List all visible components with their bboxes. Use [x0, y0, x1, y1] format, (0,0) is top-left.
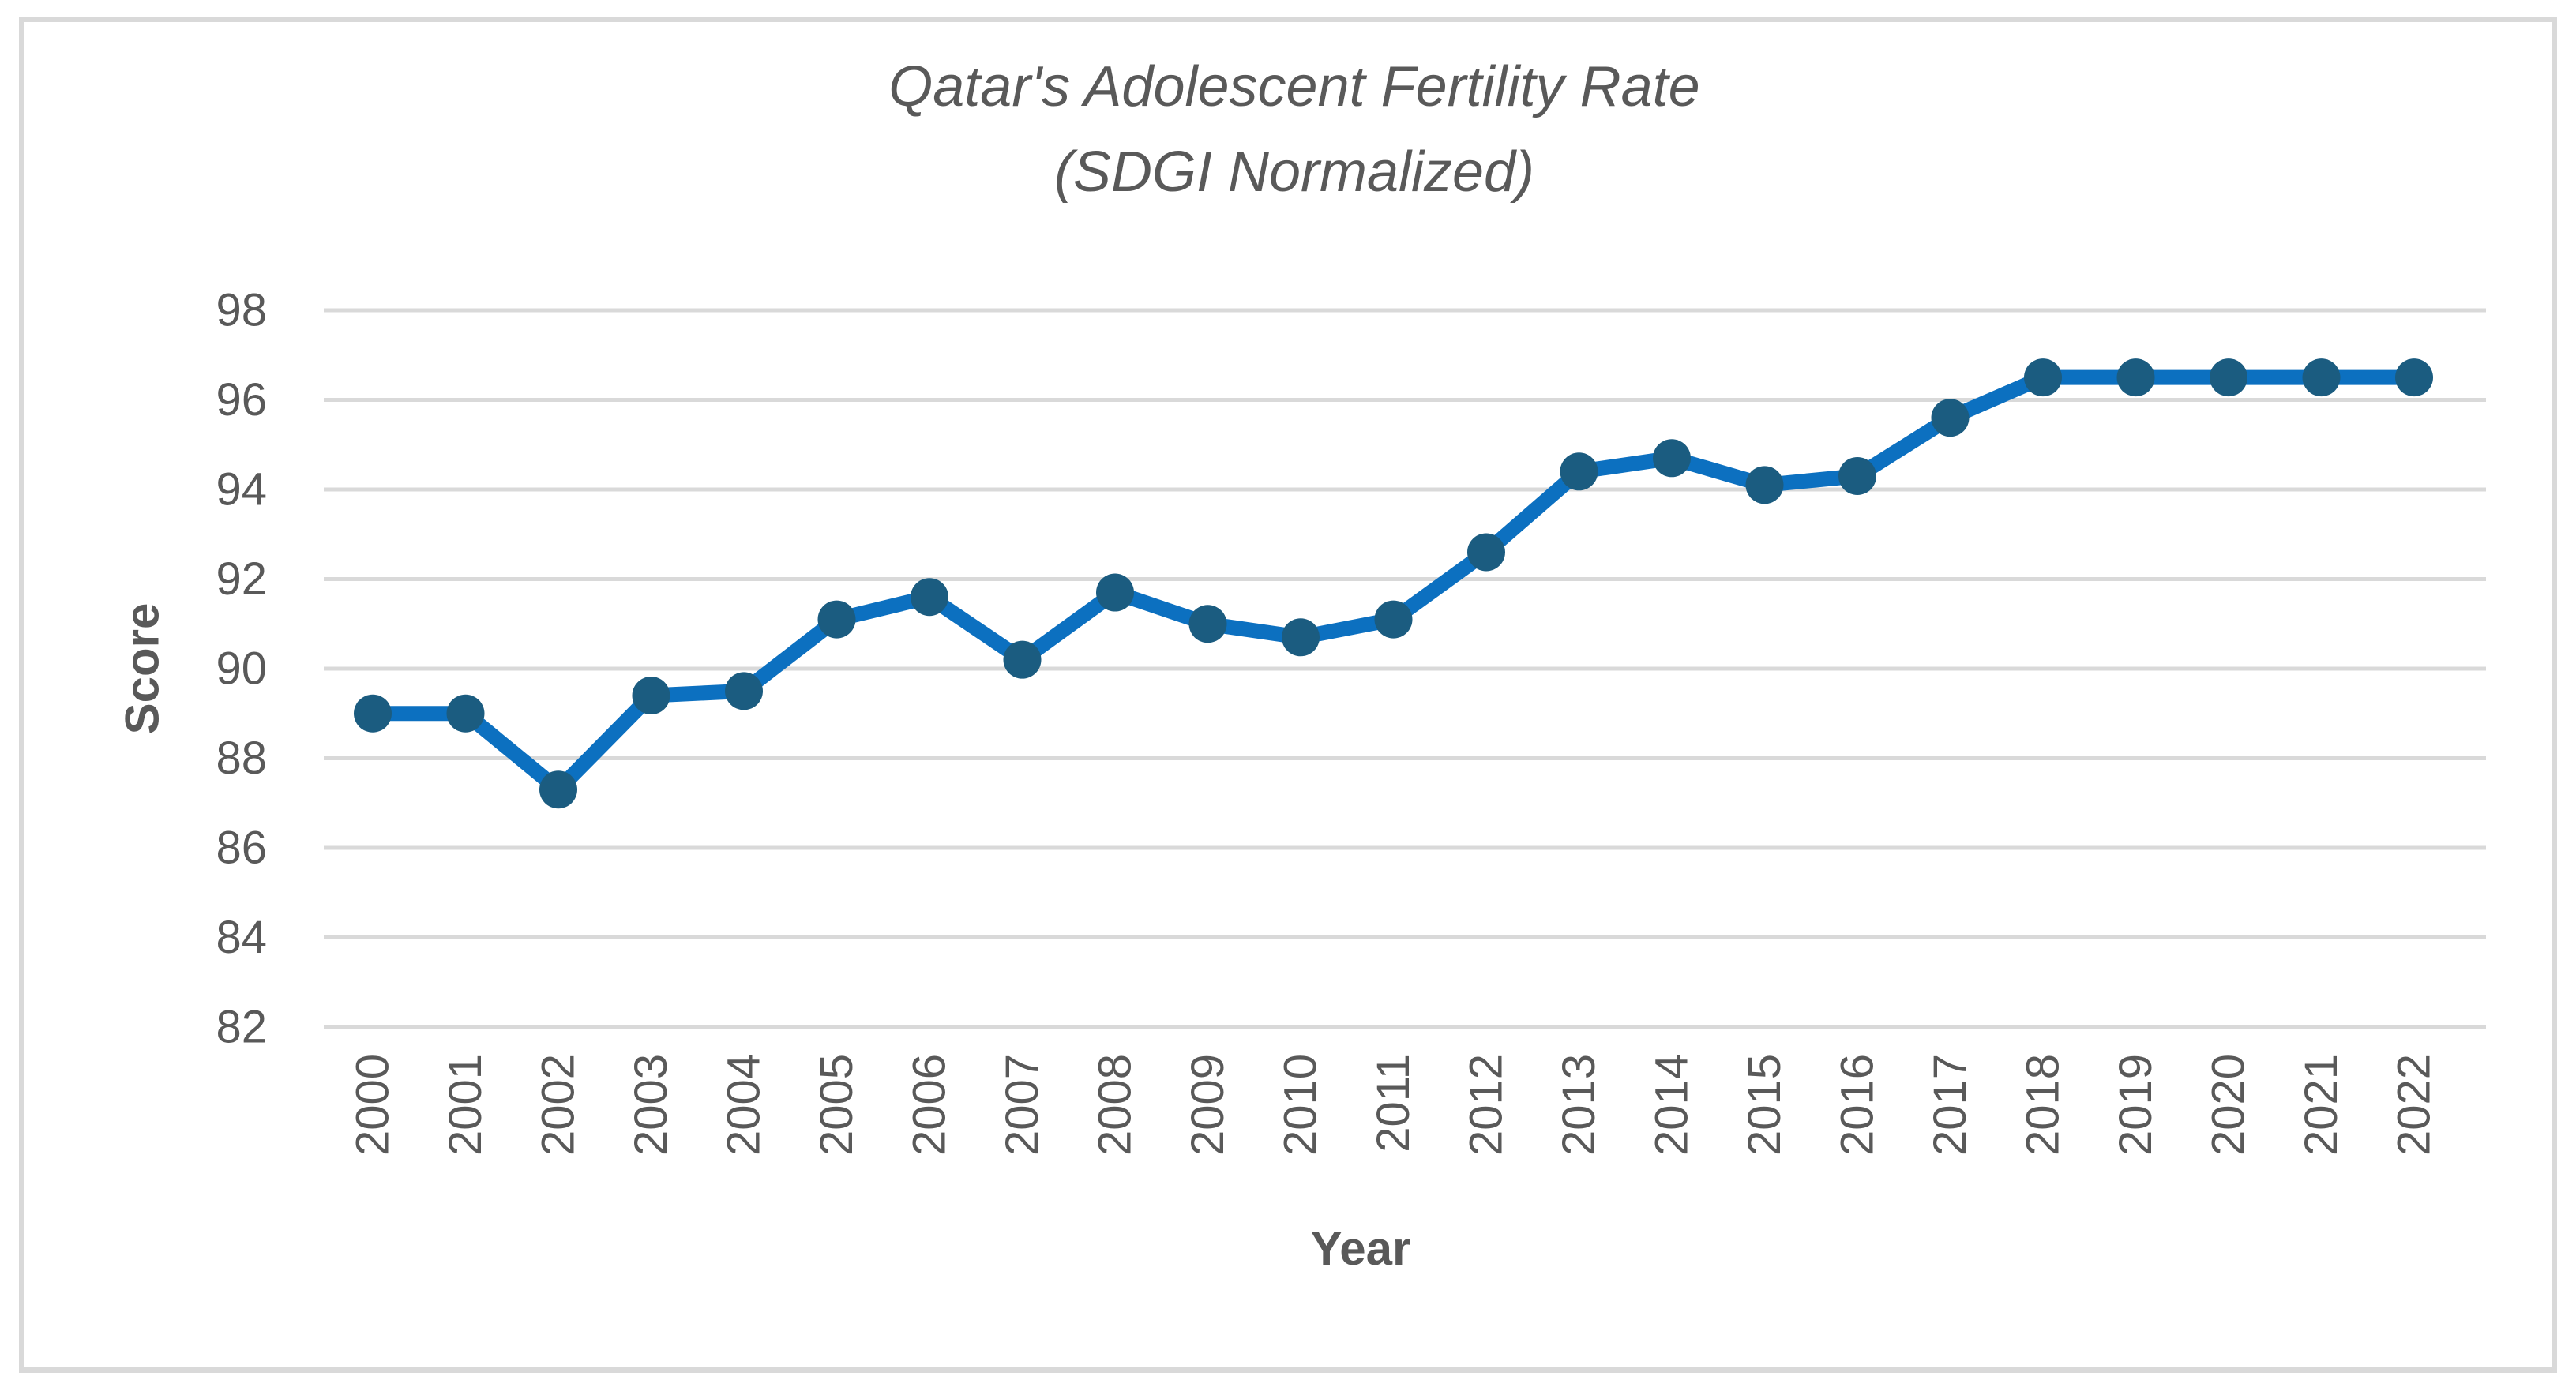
x-tick-label: 2015: [1739, 1054, 1790, 1156]
data-point-marker: [632, 677, 670, 715]
x-axis-title: Year: [1311, 1222, 1411, 1275]
x-tick-label: 2022: [2389, 1054, 2440, 1156]
x-tick-label: 2001: [440, 1054, 491, 1156]
x-tick-label: 2003: [625, 1054, 677, 1156]
data-point-marker: [539, 770, 577, 809]
y-tick-label: 82: [216, 1002, 267, 1053]
data-point-marker: [1467, 533, 1505, 572]
y-axis-title: Score: [116, 603, 169, 735]
y-tick-label: 94: [216, 464, 267, 516]
data-point-marker: [354, 694, 392, 733]
x-tick-label: 2012: [1461, 1054, 1512, 1156]
chart-outer-frame: [19, 17, 2557, 1373]
x-tick-label: 2006: [904, 1054, 956, 1156]
chart-title-line2: (SDGI Normalized): [1053, 141, 1535, 204]
y-tick-label: 88: [216, 733, 267, 784]
data-point-marker: [1096, 573, 1134, 612]
x-tick-label: 2011: [1368, 1054, 1419, 1153]
y-tick-label: 84: [216, 912, 267, 963]
x-tick-label: 2016: [1832, 1054, 1883, 1156]
data-point-marker: [446, 694, 485, 733]
data-point-marker: [1745, 466, 1784, 504]
data-point-marker: [1838, 456, 1876, 495]
x-tick-label: 2000: [347, 1054, 399, 1156]
y-tick-label: 96: [216, 374, 267, 426]
x-tick-label: 2021: [2296, 1054, 2347, 1156]
y-tick-label: 86: [216, 823, 267, 874]
x-tick-label: 2005: [811, 1054, 862, 1156]
data-point-marker: [1003, 640, 1042, 679]
x-tick-label: 2020: [2203, 1054, 2255, 1156]
x-tick-label: 2009: [1182, 1054, 1234, 1156]
data-point-marker: [1653, 439, 1691, 478]
data-point-marker: [1374, 600, 1413, 639]
x-tick-label: 2013: [1553, 1054, 1605, 1156]
chart-title: Qatar's Adolescent Fertility Rate (SDGI …: [505, 44, 2084, 215]
data-point-marker: [2302, 358, 2341, 397]
x-tick-label: 2017: [1924, 1054, 1976, 1156]
data-point-marker: [725, 672, 763, 710]
data-point-marker: [2024, 358, 2062, 397]
y-tick-label: 92: [216, 553, 267, 605]
x-tick-label: 2010: [1275, 1054, 1327, 1156]
data-line: [365, 369, 2422, 797]
x-tick-label: 2002: [533, 1054, 584, 1156]
data-point-marker: [1282, 618, 1320, 657]
data-point-marker: [911, 578, 948, 617]
x-tick-label: 2004: [719, 1054, 770, 1156]
y-tick-label: 98: [216, 285, 267, 336]
y-tick-label: 90: [216, 643, 267, 695]
data-point-marker: [2210, 358, 2247, 397]
data-point-marker: [1931, 399, 1970, 437]
data-point-marker: [2116, 358, 2155, 397]
data-point-marker: [1560, 452, 1598, 491]
data-point-marker: [2395, 358, 2433, 397]
x-tick-label: 2008: [1090, 1054, 1141, 1156]
x-tick-label: 2018: [2018, 1054, 2069, 1156]
x-tick-label: 2019: [2110, 1054, 2161, 1156]
x-tick-label: 2014: [1647, 1054, 1698, 1156]
chart-title-line1: Qatar's Adolescent Fertility Rate: [888, 55, 1700, 118]
x-tick-label: 2007: [997, 1054, 1048, 1156]
data-point-marker: [1188, 605, 1227, 643]
data-point-marker: [817, 600, 856, 639]
